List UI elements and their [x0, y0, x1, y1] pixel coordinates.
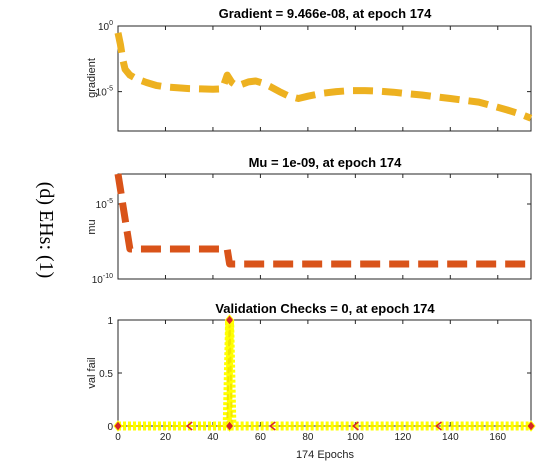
- marker-diamond: [526, 420, 536, 432]
- x-tick-label: 120: [394, 432, 411, 443]
- marker-chevron: [269, 421, 276, 431]
- marker-chevron: [435, 421, 442, 431]
- series-line: [114, 32, 533, 122]
- x-tick-label: 0: [115, 432, 121, 443]
- mu-title: Mu = 1e-09, at epoch 174: [249, 155, 403, 170]
- x-axis-label: 174 Epochs: [296, 449, 355, 461]
- x-tick-label: 100: [347, 432, 364, 443]
- val-fail-ylabel: val fail: [86, 357, 98, 388]
- marker-chevron: [186, 421, 193, 431]
- mu-axes-box: [117, 173, 532, 280]
- y-tick-label: 0: [107, 422, 113, 433]
- y-tick-label: 1: [107, 316, 113, 327]
- gradient-title: Gradient = 9.466e-08, at epoch 174: [219, 6, 433, 21]
- y-tick-label: 100: [98, 20, 113, 33]
- series-line-core: [118, 319, 531, 427]
- side-caption: (d) EHs: (1): [35, 182, 57, 279]
- y-tick-label: 10-5: [96, 198, 113, 211]
- x-tick-label: 40: [207, 432, 219, 443]
- series-line: [114, 173, 531, 268]
- gradient-x-ticks: [117, 26, 499, 131]
- gradient-panel: Gradient = 9.466e-08, at epoch 174 gradi…: [86, 6, 533, 132]
- x-tick-label: 60: [255, 432, 267, 443]
- mu-panel: Mu = 1e-09, at epoch 174 mu 10-5 10-10: [86, 155, 532, 286]
- x-tick-label: 140: [442, 432, 459, 443]
- x-tick-label: 160: [489, 432, 506, 443]
- marker-chevron: [352, 421, 359, 431]
- y-tick-label: 0.5: [99, 369, 113, 380]
- mu-series: [114, 173, 531, 268]
- y-tick-label: 10-10: [92, 273, 113, 286]
- marker-diamond: [113, 420, 123, 432]
- val-fail-axes-box: [117, 319, 532, 427]
- x-tick-label: 80: [302, 432, 314, 443]
- marker-diamond: [224, 420, 235, 432]
- val-fail-title: Validation Checks = 0, at epoch 174: [215, 301, 435, 316]
- mu-x-ticks: [117, 174, 499, 279]
- gradient-ylabel: gradient: [86, 58, 98, 98]
- x-tick-label: 20: [160, 432, 172, 443]
- gradient-y-ticks: 100 10-5: [96, 20, 531, 99]
- marker-diamond: [224, 314, 235, 326]
- gradient-series: [114, 32, 533, 122]
- mu-ylabel: mu: [86, 219, 98, 234]
- gradient-axes-box: [117, 25, 532, 132]
- y-tick-label: 10-5: [96, 86, 113, 99]
- val-fail-panel: Validation Checks = 0, at epoch 174 val …: [86, 301, 536, 461]
- x-tick-labels: 0 20 40 60 80 100 120 140 160: [115, 432, 506, 443]
- val-fail-series: [113, 314, 536, 432]
